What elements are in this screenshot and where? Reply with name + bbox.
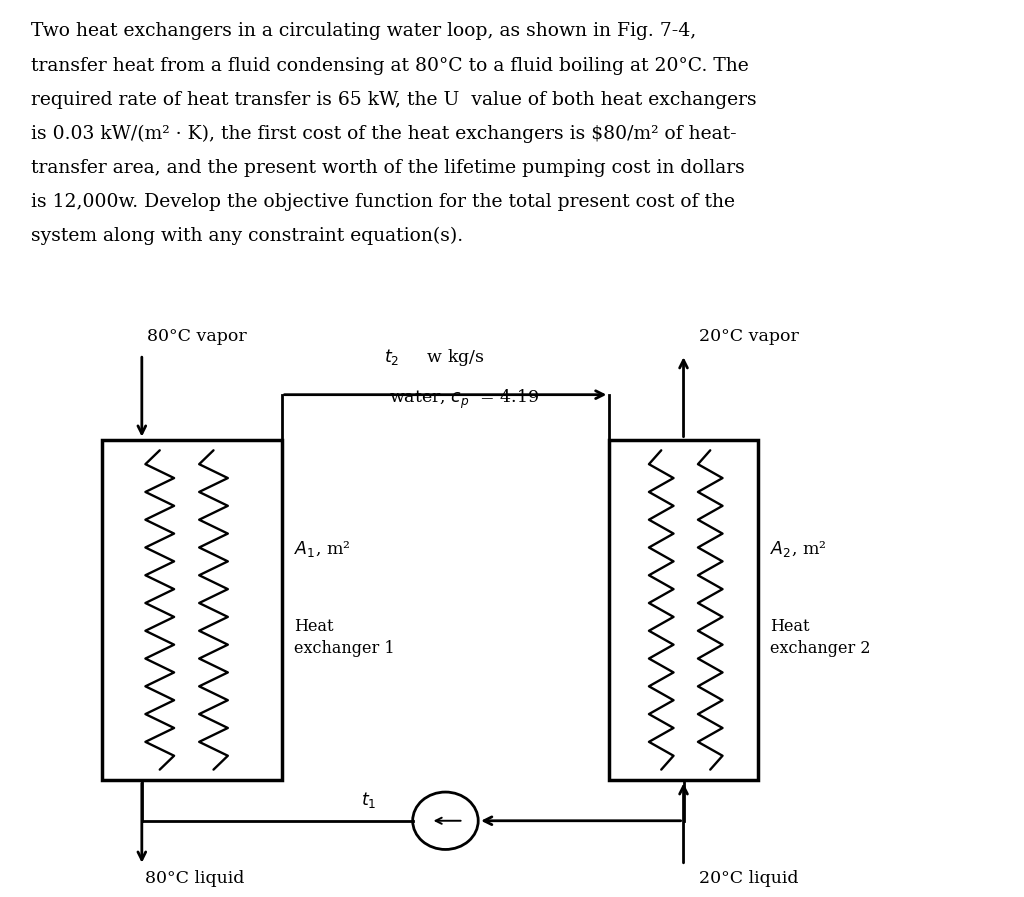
Text: Two heat exchangers in a circulating water loop, as shown in Fig. 7-4,: Two heat exchangers in a circulating wat… (31, 22, 696, 40)
Text: $t_1$: $t_1$ (360, 790, 377, 810)
Text: 20°C liquid: 20°C liquid (698, 870, 799, 887)
Text: Heat
exchanger 2: Heat exchanger 2 (770, 618, 870, 657)
Text: is 12,000w. Develop the objective function for the total present cost of the: is 12,000w. Develop the objective functi… (31, 193, 735, 211)
Text: $A_1$, m²: $A_1$, m² (294, 538, 350, 559)
Text: transfer area, and the present worth of the lifetime pumping cost in dollars: transfer area, and the present worth of … (31, 159, 744, 177)
Text: is 0.03 kW/(m² · K), the first cost of the heat exchangers is $80/m² of heat-: is 0.03 kW/(m² · K), the first cost of t… (31, 125, 736, 143)
Text: water, $c_p$  = 4.19: water, $c_p$ = 4.19 (389, 388, 540, 411)
Text: $A_2$, m²: $A_2$, m² (770, 538, 826, 559)
Text: Heat
exchanger 1: Heat exchanger 1 (294, 618, 394, 657)
Text: system along with any constraint equation(s).: system along with any constraint equatio… (31, 227, 463, 245)
Text: transfer heat from a fluid condensing at 80°C to a fluid boiling at 20°C. The: transfer heat from a fluid condensing at… (31, 57, 749, 74)
Text: $t_2$     w kg/s: $t_2$ w kg/s (384, 347, 484, 368)
Text: required rate of heat transfer is 65 kW, the U  value of both heat exchangers: required rate of heat transfer is 65 kW,… (31, 91, 757, 109)
Text: 80°C liquid: 80°C liquid (145, 870, 245, 887)
Text: 80°C vapor: 80°C vapor (147, 328, 247, 345)
Text: 20°C vapor: 20°C vapor (698, 328, 799, 345)
